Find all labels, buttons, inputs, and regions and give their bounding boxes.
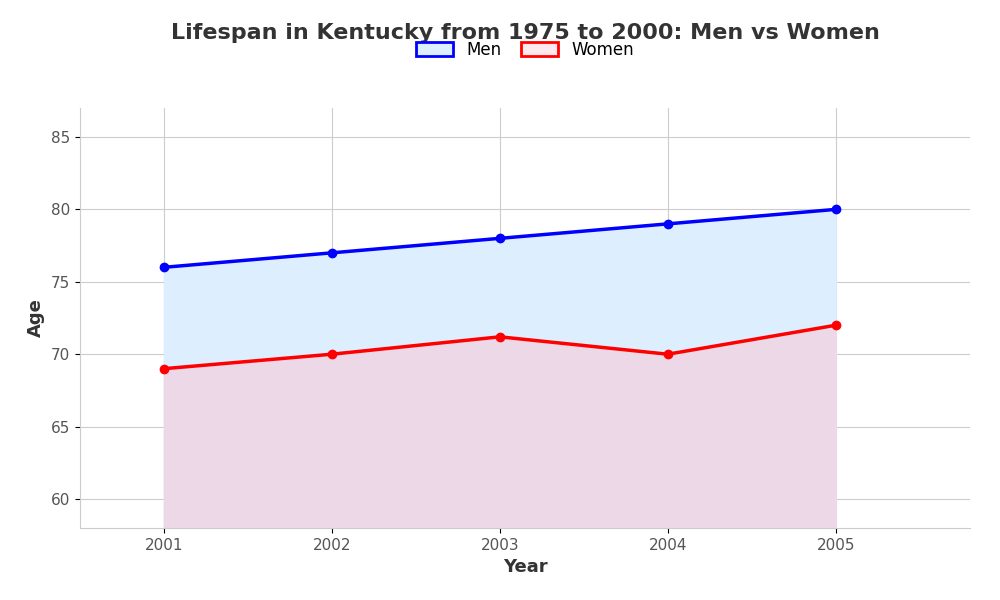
Legend: Men, Women: Men, Women xyxy=(416,41,634,59)
X-axis label: Year: Year xyxy=(503,558,547,576)
Y-axis label: Age: Age xyxy=(27,299,45,337)
Title: Lifespan in Kentucky from 1975 to 2000: Men vs Women: Lifespan in Kentucky from 1975 to 2000: … xyxy=(171,23,879,43)
